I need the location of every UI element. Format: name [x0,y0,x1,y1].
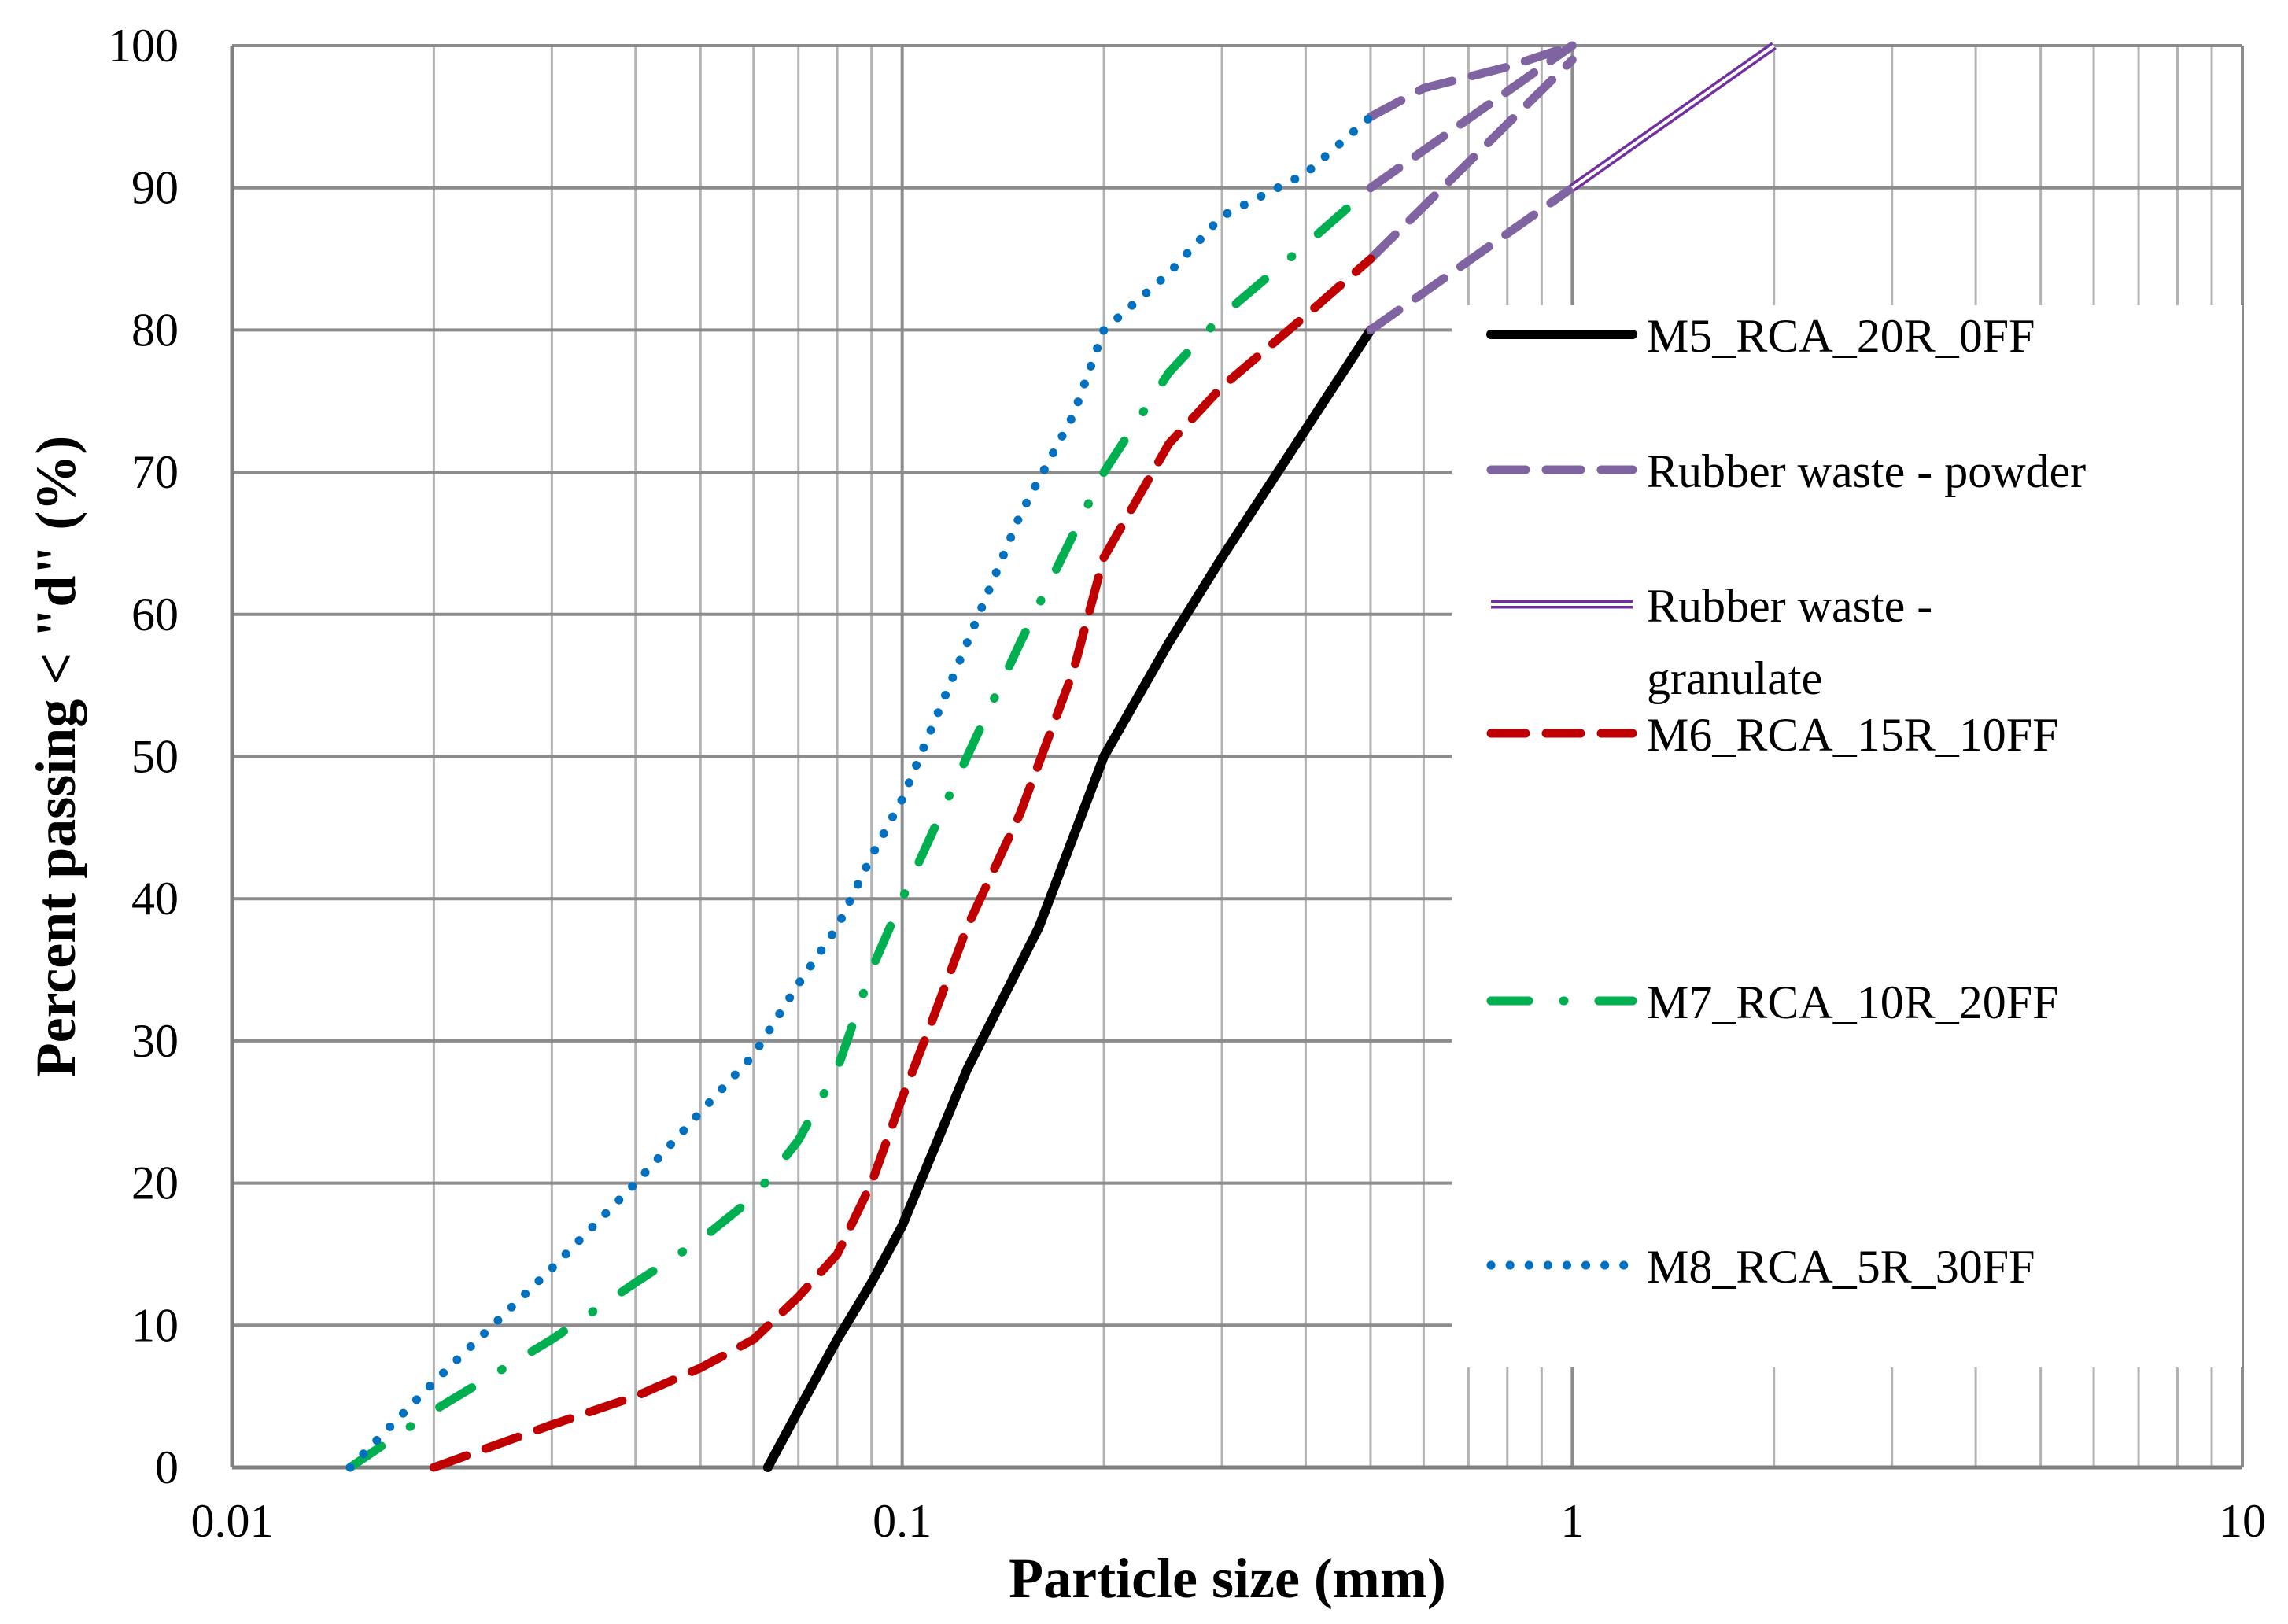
legend-label: M8_RCA_5R_30FF [1647,1241,2035,1293]
series-line [345,112,1375,1472]
series-5 [345,112,1375,1472]
series-line [1366,41,1577,193]
y-tick-label: 40 [131,873,179,925]
series-1 [1366,41,1577,334]
y-tick-label: 0 [155,1441,179,1493]
y-tick-label: 30 [131,1015,179,1067]
series-line-inner [1571,44,1775,190]
legend-background [1452,305,2242,1367]
x-tick-label: 10 [2219,1495,2266,1547]
series-0 [762,325,1375,1472]
y-tick-label: 60 [131,589,179,640]
y-tick-label: 50 [131,731,179,783]
legend-label: M5_RCA_20R_0FF [1647,310,2035,362]
series-4 [345,183,1375,1472]
legend: M5_RCA_20R_0FF Rubber waste - powder Rubbe… [1486,310,2086,1293]
series-line [1366,41,1577,121]
series-line [429,254,1375,1472]
y-tick-label: 100 [108,20,179,72]
series-line [1366,55,1577,264]
series-layer [345,41,1777,1472]
x-axis-title: Particle size (mm) [1009,1547,1446,1610]
y-tick-label: 70 [131,446,179,498]
y-tick-label: 20 [131,1157,179,1209]
series-line [762,325,1375,1472]
series-3 [429,254,1375,1472]
y-tick-label: 80 [131,304,179,356]
series-line [1366,183,1577,334]
legend-label: Rubber waste - powder [1647,445,2086,497]
legend-label: Rubber waste -granulate [1647,580,1932,704]
x-tick-label: 0.01 [191,1495,274,1547]
x-tick-label: 1 [1560,1495,1584,1547]
legend-label: M6_RCA_15R_10FF [1647,709,2058,761]
y-axis-title: Percent passing < "d" (%) [24,436,87,1078]
x-tick-label: 0.1 [873,1495,932,1547]
series-line [345,183,1375,1472]
legend-label: M7_RCA_10R_20FF [1647,976,2058,1028]
series-2 [1570,42,1777,192]
y-tick-label: 10 [131,1299,179,1351]
y-tick-label: 90 [131,162,179,214]
